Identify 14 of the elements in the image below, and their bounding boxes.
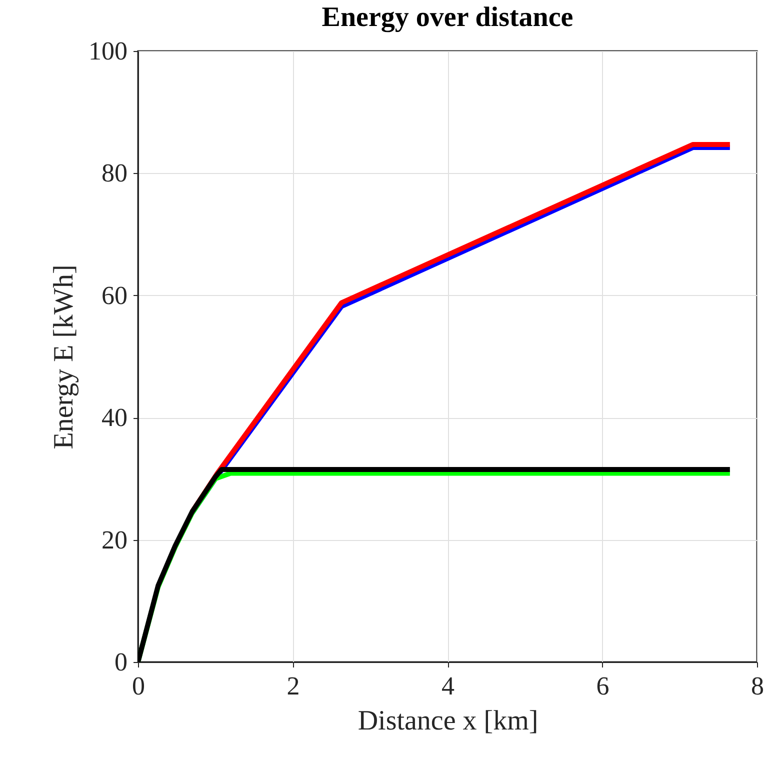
x-axis-title: Distance x [km]: [358, 706, 538, 736]
y-tick-label: 60: [102, 280, 128, 310]
y-axis-title: Energy E [kWh]: [48, 264, 80, 450]
chart-title: Energy over distance: [322, 2, 574, 33]
y-tick-label: 20: [102, 525, 128, 554]
y-tick-label: 80: [102, 158, 128, 188]
y-tick-label: 100: [88, 36, 128, 66]
x-tick-label: 2: [286, 672, 300, 700]
y-tick-label: 0: [114, 648, 128, 676]
x-tick-label: 6: [596, 672, 610, 700]
x-tick-label: 0: [132, 672, 145, 700]
y-tick-label: 40: [102, 403, 128, 432]
x-tick-label: 8: [751, 672, 764, 700]
x-tick-label: 4: [442, 672, 454, 700]
